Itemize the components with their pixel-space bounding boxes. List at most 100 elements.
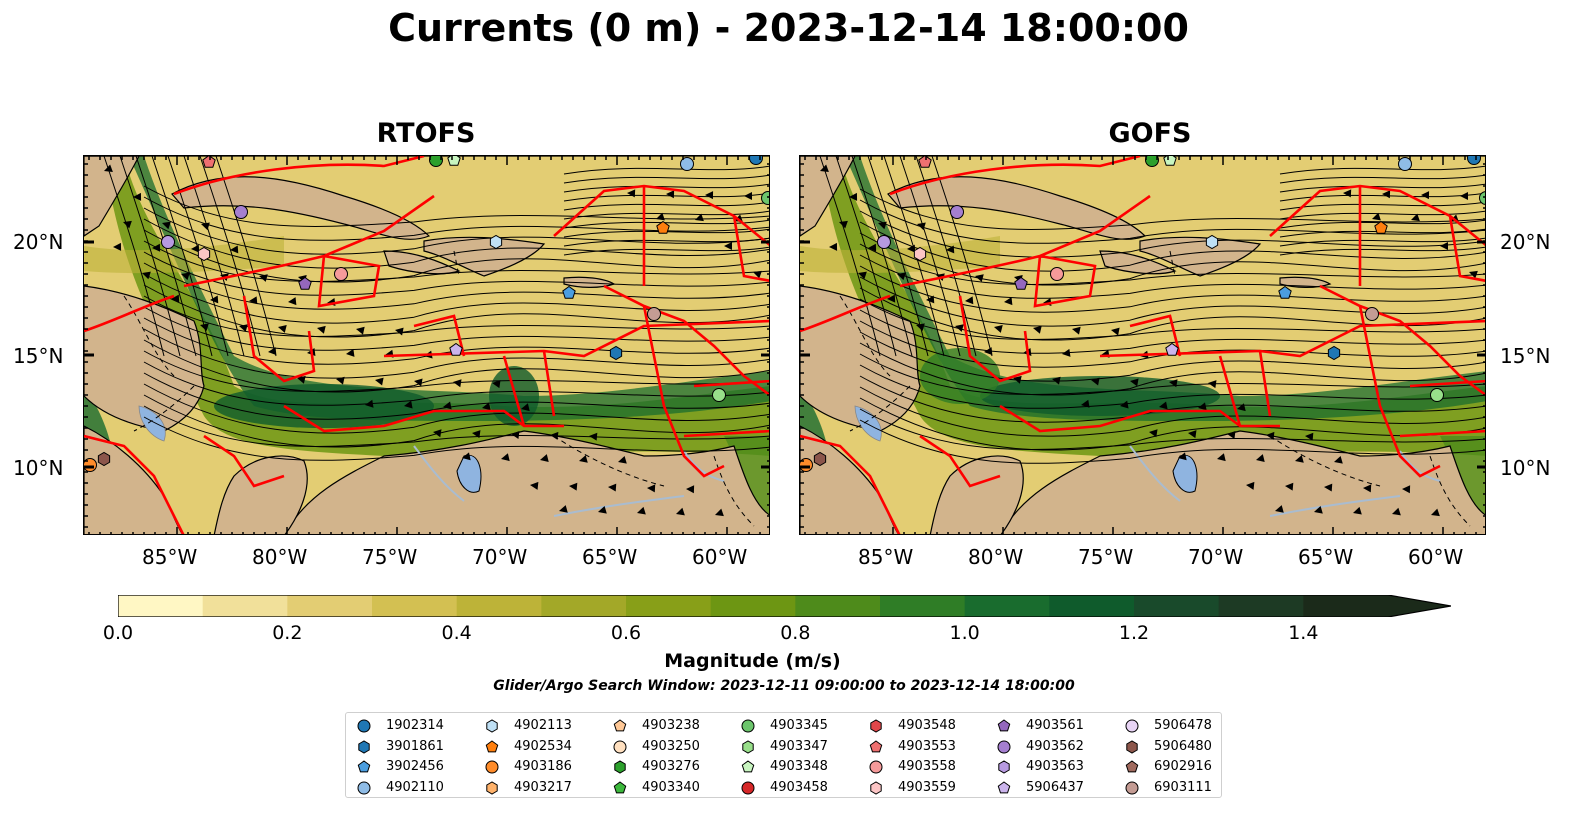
hexagon-marker-icon	[742, 739, 754, 754]
legend-label: 4902113	[514, 718, 572, 733]
lat-tick-label: 15°N	[1500, 344, 1551, 368]
legend-label: 1902314	[386, 718, 444, 733]
legend-item: 1902314	[356, 716, 444, 736]
legend-item: 4903238	[612, 716, 700, 736]
lon-tick-label: 85°W	[858, 545, 914, 569]
colorbar-tick-label: 1.0	[949, 622, 980, 644]
legend-label: 5906437	[1026, 779, 1084, 795]
legend-label: 5906478	[1154, 718, 1212, 733]
colorbar	[118, 595, 1451, 617]
colorbar-tick-label: 0.0	[102, 622, 134, 644]
lon-tick-label: 80°W	[252, 545, 308, 569]
legend-item: 4903345	[740, 716, 828, 736]
legend-label: 4903558	[898, 759, 956, 774]
hexagon-marker-icon	[486, 719, 498, 733]
figure-title: Currents (0 m) - 2023-12-14 18:00:00	[388, 6, 1189, 50]
pentagon-marker-icon	[997, 780, 1011, 793]
legend-item: 4903217	[484, 778, 572, 798]
lon-tick-label: 70°W	[472, 545, 528, 569]
legend-item: 4903563	[996, 757, 1084, 777]
legend-label: 4903250	[642, 738, 700, 754]
lon-tick-label: 80°W	[968, 545, 1024, 569]
colorbar-bin	[118, 595, 204, 617]
legend-item: 4903348	[740, 757, 828, 777]
legend-item: 4903553	[868, 737, 956, 757]
circle-marker-icon	[1125, 781, 1139, 794]
colorbar-bin	[202, 595, 288, 617]
legend-item: 4903558	[868, 757, 956, 777]
colorbar-bin	[541, 595, 627, 617]
colorbar-tick-label: 1.2	[1118, 622, 1150, 644]
circle-marker-icon	[997, 740, 1011, 753]
circle-marker-icon	[357, 781, 371, 794]
legend-label: 5906480	[1154, 738, 1212, 754]
legend-label: 4903347	[770, 738, 828, 754]
pentagon-marker-icon	[997, 719, 1011, 732]
legend-item: 4903458	[740, 778, 828, 798]
legend-label: 3902456	[386, 759, 444, 774]
circle-marker-icon	[485, 760, 499, 774]
legend-item: 5906480	[1124, 737, 1212, 757]
lat-tick-label: 15°N	[13, 344, 64, 368]
colorbar-tick-label: 0.4	[441, 622, 472, 644]
lon-tick-label: 85°W	[142, 545, 198, 569]
legend-label: 4902110	[386, 779, 444, 795]
pentagon-marker-icon	[741, 760, 755, 773]
legend-label: 4903561	[1026, 718, 1084, 733]
lon-tick-label: 70°W	[1188, 545, 1244, 569]
lon-tick-label: 60°W	[692, 545, 748, 569]
pentagon-marker-icon	[1125, 760, 1139, 773]
hexagon-marker-icon	[614, 760, 626, 774]
circle-marker-icon	[869, 760, 883, 774]
colorbar-bin	[710, 595, 796, 617]
legend-item: 5906437	[996, 778, 1084, 798]
lon-tick-label: 60°W	[1408, 545, 1464, 569]
lon-tick-label: 65°W	[1298, 545, 1354, 569]
legend-item: 4902113	[484, 716, 572, 736]
legend-label: 4903340	[642, 779, 700, 795]
colorbar-bin	[880, 595, 966, 617]
colorbar-tick-label: 0.8	[780, 622, 811, 644]
legend-label: 4903348	[770, 759, 828, 774]
legend-item: 4903276	[612, 757, 700, 777]
map-gofs	[799, 155, 1486, 535]
pentagon-marker-icon	[357, 760, 371, 773]
circle-marker-icon	[741, 781, 755, 794]
legend-item: 4903186	[484, 757, 572, 777]
lon-tick-label: 75°W	[362, 545, 418, 569]
hexagon-marker-icon	[998, 760, 1010, 774]
legend-label: 4903559	[898, 779, 956, 795]
circle-marker-icon	[1125, 719, 1139, 733]
lat-tick-label: 10°N	[1500, 456, 1551, 480]
colorbar-bin	[1049, 595, 1135, 617]
hexagon-marker-icon	[358, 739, 370, 754]
circle-marker-icon	[357, 719, 371, 733]
pentagon-marker-icon	[613, 719, 627, 732]
panel-title-gofs: GOFS	[1108, 118, 1192, 149]
colorbar-bin	[372, 595, 458, 617]
legend-label: 6902916	[1154, 759, 1212, 774]
lat-tick-label: 10°N	[13, 456, 64, 480]
legend-label: 4903458	[770, 779, 828, 795]
map-rtofs	[83, 155, 770, 535]
legend-item: 6902916	[1124, 757, 1212, 777]
hexagon-marker-icon	[870, 719, 882, 733]
legend-label: 4902534	[514, 738, 572, 754]
search-window-caption: Glider/Argo Search Window: 2023-12-11 09…	[493, 678, 1075, 694]
colorbar-bin	[1134, 595, 1220, 617]
legend-item: 4903340	[612, 778, 700, 798]
hexagon-marker-icon	[1126, 739, 1138, 754]
colorbar-label: Magnitude (m/s)	[664, 650, 841, 672]
colorbar-bin	[964, 595, 1050, 617]
panel-title-rtofs: RTOFS	[376, 118, 476, 149]
colorbar-bin	[287, 595, 373, 617]
legend-label: 4903186	[514, 759, 572, 774]
colorbar-tick-label: 0.6	[610, 622, 642, 644]
legend-label: 3901861	[386, 738, 444, 754]
colorbar-bin	[456, 595, 542, 617]
legend-label: 4903548	[898, 718, 956, 733]
hexagon-marker-icon	[870, 780, 882, 795]
legend-item: 4903561	[996, 716, 1084, 736]
lon-tick-label: 75°W	[1078, 545, 1134, 569]
legend-item: 6903111	[1124, 778, 1212, 798]
